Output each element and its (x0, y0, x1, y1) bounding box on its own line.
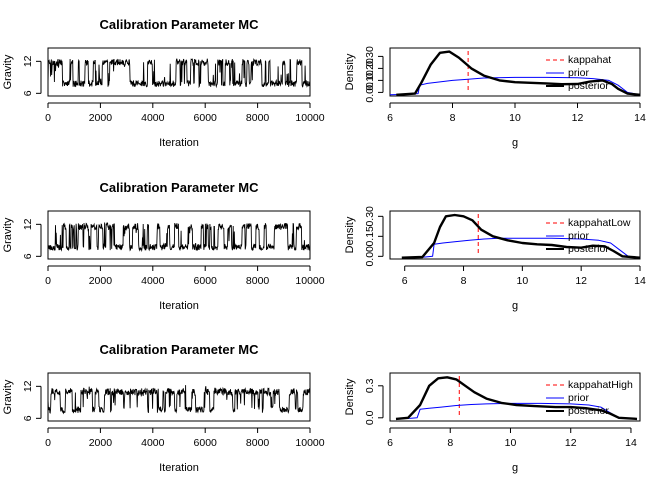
posterior-density-line (395, 376, 638, 421)
x-axis-label: g (512, 300, 518, 312)
plot-frame (47, 372, 311, 422)
x-axis-label: Iteration (159, 462, 199, 474)
y-tick-label: 0.0 (364, 410, 376, 425)
y-tick-label: 12 (22, 218, 34, 230)
trace-panel: 0 2000 4000 6000 8000 10000 6 12 Iteration Gravit… (2, 342, 325, 474)
x-tick-label: 0 (45, 112, 51, 124)
x-tick-label: 8 (447, 437, 453, 449)
x-tick-label: 10 (505, 437, 517, 449)
y-tick-label: 0.00 (364, 246, 376, 267)
y-axis-label: Density (344, 53, 356, 90)
trace-line (47, 58, 311, 89)
x-tick-label: 8 (461, 275, 467, 287)
x-tick-label: 4000 (141, 275, 165, 287)
x-tick-label: 10 (517, 275, 529, 287)
y-axis-label: Density (344, 378, 356, 415)
x-tick-label: 6000 (194, 275, 218, 287)
density-panel: 6 8 10 12 14 0.0 0.3 g Density kappahatHighpriorp… (344, 372, 641, 474)
y-tick-label: 0.15 (364, 226, 376, 247)
chart-title: Calibration Parameter MC (100, 342, 260, 357)
trace-line (47, 222, 311, 253)
x-tick-label: 10000 (295, 275, 324, 287)
posterior-density-line (396, 50, 641, 96)
trace-line (47, 385, 311, 415)
x-tick-label: 6000 (194, 112, 218, 124)
x-tick-label: 0 (45, 275, 51, 287)
x-tick-label: 12 (575, 275, 587, 287)
y-tick-label: 12 (22, 380, 34, 392)
plot-frame (389, 372, 641, 422)
prior-density-line (395, 402, 638, 420)
x-axis-label: g (512, 137, 518, 149)
x-tick-label: 0 (45, 437, 51, 449)
x-tick-label: 12 (565, 437, 577, 449)
y-tick-label: 6 (22, 253, 34, 259)
y-tick-label: 0.30 (364, 206, 376, 227)
legend-label: kappahatLow (568, 217, 631, 229)
x-tick-label: 6000 (194, 437, 218, 449)
y-tick-label: 0.00 (364, 82, 376, 103)
x-axis-label: Iteration (159, 137, 199, 149)
y-tick-label: 0.10 (364, 70, 376, 91)
plot-frame (389, 47, 641, 97)
x-tick-label: 8000 (246, 275, 270, 287)
x-tick-label: 10 (509, 112, 521, 124)
legend-label: prior (568, 67, 590, 79)
y-tick-label: 6 (22, 415, 34, 421)
legend-label: posterior (568, 80, 609, 92)
y-tick-label: 0.3 (364, 378, 376, 393)
y-tick-label: 6 (22, 90, 34, 96)
x-tick-label: 14 (634, 275, 646, 287)
x-tick-label: 6 (387, 112, 393, 124)
plot-frame (389, 210, 641, 260)
plot-frame (47, 210, 311, 260)
x-tick-label: 6 (387, 437, 393, 449)
y-tick-label: 12 (22, 55, 34, 67)
x-tick-label: 2000 (89, 112, 113, 124)
y-axis-label: Gravity (2, 217, 14, 252)
y-tick-label: 0.20 (364, 58, 376, 79)
chart-title: Calibration Parameter MC (100, 17, 260, 32)
x-tick-label: 8000 (246, 437, 270, 449)
y-axis-label: Density (344, 216, 356, 253)
y-tick-label: 0.30 (364, 46, 376, 67)
posterior-density-line (401, 213, 641, 259)
x-tick-label: 14 (625, 437, 637, 449)
legend-label: prior (568, 230, 590, 242)
x-tick-label: 2000 (89, 275, 113, 287)
y-axis-label: Gravity (2, 54, 14, 89)
x-tick-label: 14 (634, 112, 646, 124)
x-axis-label: Iteration (159, 300, 199, 312)
legend-label: posterior (568, 243, 609, 255)
trace-panel: 0 2000 4000 6000 8000 10000 6 12 Iteration Gravit… (2, 180, 325, 312)
legend-label: kappahatHigh (568, 379, 633, 391)
legend-label: prior (568, 392, 590, 404)
x-tick-label: 10000 (295, 437, 324, 449)
plot-frame (47, 47, 311, 97)
trace-panel: 0 2000 4000 6000 8000 10000 6 12 Iteration Gravit… (2, 17, 325, 149)
x-tick-label: 4000 (141, 112, 165, 124)
x-axis-label: g (512, 462, 518, 474)
y-axis-label: Gravity (2, 379, 14, 414)
chart-title: Calibration Parameter MC (100, 180, 260, 195)
x-tick-label: 6 (402, 275, 408, 287)
x-tick-label: 10000 (295, 112, 324, 124)
legend-label: posterior (568, 405, 609, 417)
x-tick-label: 12 (572, 112, 584, 124)
x-tick-label: 4000 (141, 437, 165, 449)
x-tick-label: 8000 (246, 112, 270, 124)
legend-label: kappahat (568, 54, 611, 66)
density-panel: 6 8 10 12 14 0.000.100.200.30 g Density kappahat… (344, 46, 646, 149)
x-tick-label: 2000 (89, 437, 113, 449)
x-tick-label: 8 (450, 112, 456, 124)
